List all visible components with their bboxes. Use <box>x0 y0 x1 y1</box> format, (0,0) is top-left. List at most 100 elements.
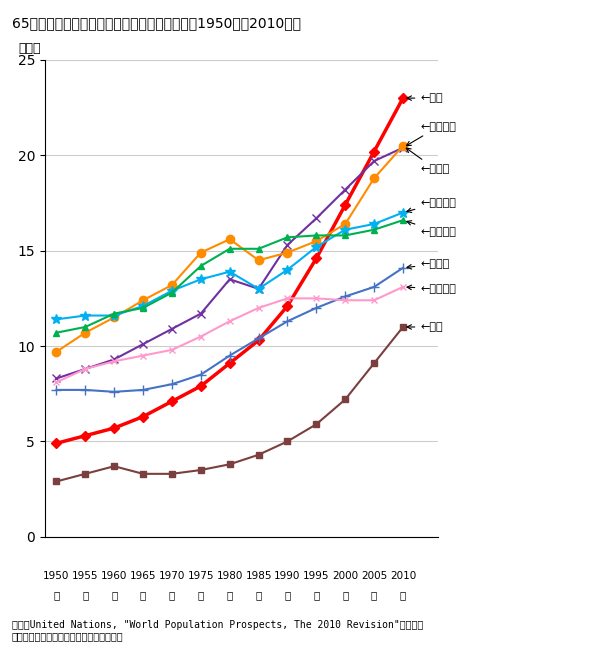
Line: カナダ: カナダ <box>52 263 408 397</box>
イタリア <box>284 241 291 249</box>
フランス <box>139 302 146 310</box>
日本 <box>400 94 407 102</box>
韓国 <box>197 466 205 474</box>
Text: 年: 年 <box>53 590 59 600</box>
イタリア <box>110 355 118 363</box>
Line: 日本: 日本 <box>53 95 406 447</box>
ドイツ <box>226 236 233 243</box>
アメリカ <box>226 317 233 325</box>
イギリス <box>82 323 89 331</box>
Text: ←イギリス: ←イギリス <box>407 220 456 237</box>
フランス <box>284 266 291 274</box>
フランス <box>197 275 205 283</box>
カナダ <box>284 317 291 325</box>
韓国 <box>82 470 89 478</box>
ドイツ <box>197 249 205 257</box>
日本 <box>139 413 146 420</box>
イタリア <box>313 215 320 222</box>
Text: ←イタリア: ←イタリア <box>406 122 456 145</box>
Text: 年: 年 <box>371 590 377 600</box>
フランス <box>53 315 60 323</box>
Line: ドイツ: ドイツ <box>52 141 407 356</box>
日本 <box>197 382 205 390</box>
アメリカ <box>197 332 205 340</box>
韓国 <box>255 451 262 459</box>
イタリア <box>53 374 60 382</box>
イギリス <box>197 262 205 270</box>
Text: 年: 年 <box>169 590 175 600</box>
Text: 1950: 1950 <box>43 571 70 581</box>
イギリス <box>313 232 320 240</box>
Text: ←日本: ←日本 <box>407 93 443 103</box>
カナダ <box>110 388 118 395</box>
ドイツ <box>53 348 60 356</box>
韓国 <box>110 463 118 470</box>
ドイツ <box>284 249 291 257</box>
韓国 <box>139 470 146 478</box>
フランス <box>226 268 233 276</box>
韓国 <box>313 420 320 428</box>
ドイツ <box>82 329 89 337</box>
アメリカ <box>371 296 378 304</box>
日本 <box>110 424 118 432</box>
ドイツ <box>169 281 176 289</box>
フランス <box>371 220 378 228</box>
日本 <box>226 359 233 367</box>
Text: 年: 年 <box>227 590 233 600</box>
Text: 1975: 1975 <box>188 571 214 581</box>
Text: 年: 年 <box>197 590 204 600</box>
Text: 65歳以上人口の割合の推移－諸外国との比較（1950年〜2010年）: 65歳以上人口の割合の推移－諸外国との比較（1950年〜2010年） <box>12 16 301 30</box>
Y-axis label: （％）: （％） <box>18 42 40 55</box>
アメリカ <box>313 294 320 302</box>
イギリス <box>371 226 378 234</box>
イタリア <box>226 275 233 283</box>
カナダ <box>82 386 89 394</box>
ドイツ <box>400 142 407 150</box>
日本 <box>82 432 89 440</box>
韓国 <box>226 461 233 468</box>
イギリス <box>110 310 118 318</box>
アメリカ <box>284 294 291 302</box>
韓国 <box>284 438 291 445</box>
Text: 1965: 1965 <box>130 571 156 581</box>
Text: 年: 年 <box>111 590 117 600</box>
イタリア <box>400 143 407 151</box>
Text: ←フランス: ←フランス <box>407 198 456 213</box>
イタリア <box>255 285 262 293</box>
Text: 2005: 2005 <box>361 571 387 581</box>
Text: 年: 年 <box>140 590 146 600</box>
カナダ <box>341 293 349 301</box>
フランス <box>255 285 262 293</box>
ドイツ <box>341 220 349 228</box>
フランス <box>341 226 349 234</box>
日本 <box>341 201 349 209</box>
イギリス <box>169 289 176 297</box>
イギリス <box>255 245 262 253</box>
ドイツ <box>110 313 118 321</box>
ドイツ <box>255 256 262 264</box>
Text: ←韓国: ←韓国 <box>407 322 443 332</box>
Text: 資料：United Nations, "World Population Prospects, The 2010 Revision"による。
　ただし，日本は国: 資料：United Nations, "World Population Pro… <box>12 620 423 642</box>
韓国 <box>400 323 407 331</box>
イタリア <box>341 186 349 193</box>
Line: アメリカ: アメリカ <box>53 284 406 386</box>
Text: 2010: 2010 <box>390 571 416 581</box>
イタリア <box>197 310 205 318</box>
カナダ <box>197 370 205 378</box>
Text: 年: 年 <box>342 590 349 600</box>
Text: 1995: 1995 <box>303 571 329 581</box>
Text: ←ドイツ: ←ドイツ <box>406 148 449 174</box>
イタリア <box>169 325 176 333</box>
イギリス <box>139 304 146 312</box>
ドイツ <box>371 174 378 182</box>
フランス <box>313 243 320 251</box>
Text: 年: 年 <box>256 590 262 600</box>
フランス <box>82 312 89 320</box>
Text: ←カナダ: ←カナダ <box>407 259 449 269</box>
ドイツ <box>139 296 146 304</box>
Line: イギリス: イギリス <box>53 216 406 336</box>
韓国 <box>341 395 349 403</box>
カナダ <box>139 386 146 394</box>
アメリカ <box>82 365 89 373</box>
Text: 1955: 1955 <box>72 571 98 581</box>
